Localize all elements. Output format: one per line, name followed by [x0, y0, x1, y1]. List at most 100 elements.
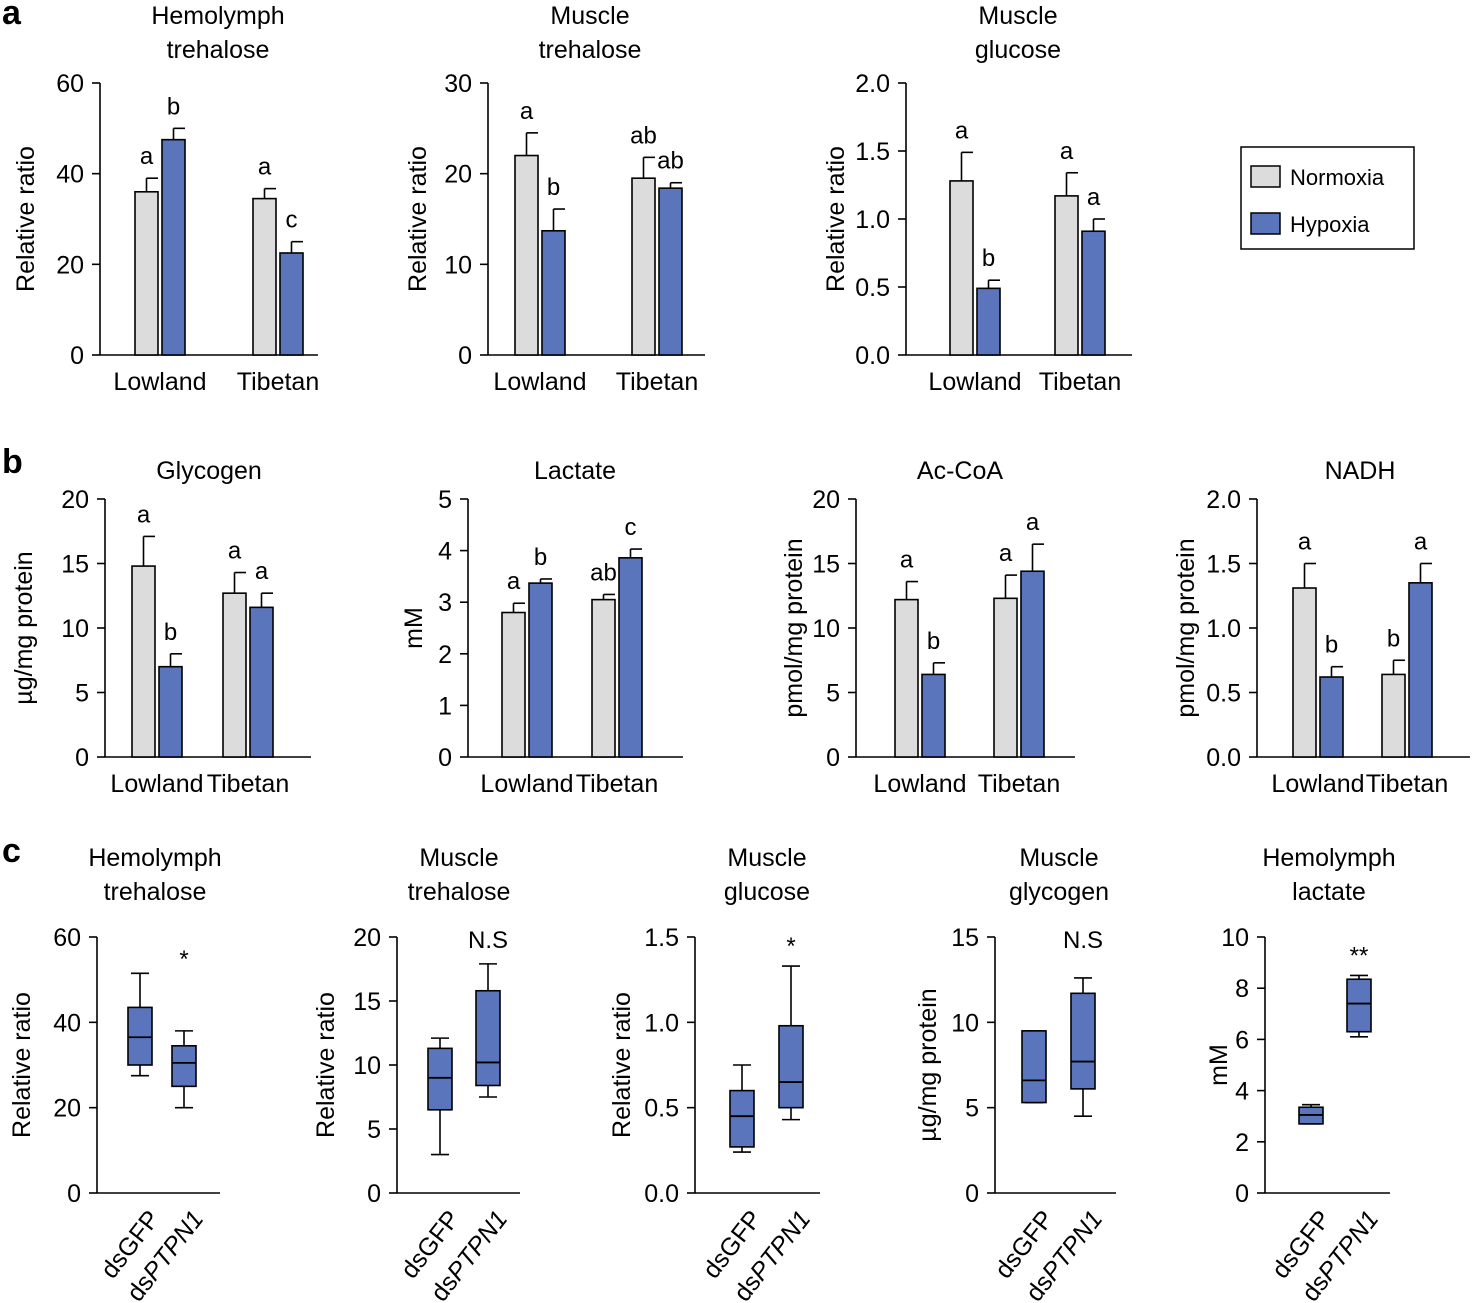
chart-title-line: Hemolymph	[151, 2, 284, 30]
y-tick-label: 1.0	[644, 1009, 679, 1037]
y-tick-label: 40	[53, 1009, 81, 1037]
box-dsptpn1	[778, 1024, 804, 1109]
x-category-label: Lowland	[928, 368, 1021, 396]
bar-hypoxia-tibetan	[1081, 230, 1106, 356]
y-tick-label: 8	[1235, 975, 1249, 1003]
bar-hypoxia-tibetan	[249, 606, 274, 758]
y-tick-label: 2	[438, 641, 452, 669]
y-tick-label: 0.5	[1206, 680, 1241, 708]
significance-letter: a	[900, 547, 914, 574]
significance-letter: c	[625, 514, 637, 541]
bar-hypoxia-lowland	[976, 287, 1001, 356]
y-tick-label: 15	[61, 551, 89, 579]
y-axis-label: Relative ratio	[8, 992, 36, 1138]
y-tick-label: 0	[826, 744, 840, 772]
significance-marker: N.S	[1063, 927, 1103, 954]
bar-normoxia-lowland	[949, 180, 974, 356]
significance-letter: a	[140, 143, 154, 170]
y-tick-label: 30	[444, 70, 472, 98]
y-axis-label: pmol/mg protein	[780, 538, 808, 717]
significance-letter: ab	[590, 559, 617, 586]
bar-hypoxia-tibetan	[618, 557, 643, 758]
legend: Normoxia Hypoxia	[1240, 146, 1415, 250]
y-tick-label: 0.0	[1206, 744, 1241, 772]
chart-title-line: trehalose	[167, 36, 270, 64]
chart-title-line: trehalose	[408, 878, 511, 906]
y-axis-label: mM	[1205, 1044, 1233, 1086]
chart-title-line: Hemolymph	[1262, 844, 1395, 872]
y-tick-label: 2.0	[1206, 486, 1241, 514]
chart-c1: Hemolymph trehalose 0 20 40 60 Relative ratio *…	[8, 844, 222, 1303]
y-tick-label: 1.0	[855, 206, 890, 234]
bar-hypoxia-lowland	[161, 138, 186, 356]
y-tick-label: 1.0	[1206, 615, 1241, 643]
x-category-label: Tibetan	[616, 368, 698, 396]
bar-normoxia-lowland	[134, 191, 159, 356]
chart-title-line: Muscle	[1019, 844, 1098, 872]
chart-title-line: trehalose	[539, 36, 642, 64]
significance-letter: b	[534, 544, 547, 571]
significance-letter: b	[164, 619, 177, 646]
y-tick-label: 0.5	[644, 1095, 679, 1123]
panel-label-a: a	[2, 0, 22, 32]
significance-letter: b	[927, 628, 940, 655]
y-tick-label: 4	[1235, 1078, 1249, 1106]
y-tick-label: 0	[67, 1180, 81, 1208]
y-tick-label: 10	[444, 251, 472, 279]
y-tick-label: 0	[75, 744, 89, 772]
y-tick-label: 20	[353, 924, 381, 952]
y-axis-label: Relative ratio	[404, 146, 432, 292]
chart-a3: Muscle glucose 0.0 0.5 1.0 1.5 2.0 Relative rat…	[822, 2, 1132, 396]
y-tick-label: 0	[965, 1180, 979, 1208]
panel-label-b: b	[2, 443, 23, 481]
significance-marker: *	[786, 933, 795, 960]
x-category-label: Tibetan	[978, 770, 1060, 798]
legend-label-hypoxia: Hypoxia	[1290, 212, 1370, 237]
legend-label-normoxia: Normoxia	[1290, 165, 1385, 190]
y-tick-label: 5	[826, 680, 840, 708]
y-tick-label: 1.5	[855, 138, 890, 166]
x-category-label: Lowland	[480, 770, 573, 798]
chart-title-line: Lactate	[534, 457, 616, 485]
x-category-label: Tibetan	[207, 770, 289, 798]
y-tick-label: 40	[56, 161, 84, 189]
y-tick-label: 60	[53, 924, 81, 952]
x-category-label: Lowland	[493, 368, 586, 396]
significance-letter: a	[228, 538, 242, 565]
bar-normoxia-lowland	[1292, 587, 1317, 758]
bar-hypoxia-tibetan	[658, 187, 683, 356]
y-tick-label: 0	[458, 342, 472, 370]
bar-normoxia-lowland	[894, 598, 919, 758]
y-tick-label: 1.5	[644, 924, 679, 952]
y-tick-label: 10	[353, 1052, 381, 1080]
y-tick-label: 2.0	[855, 70, 890, 98]
bar-hypoxia-lowland	[158, 665, 183, 758]
y-tick-label: 1.5	[1206, 551, 1241, 579]
y-tick-label: 20	[56, 251, 84, 279]
y-axis-label: µg/mg protein	[10, 551, 38, 704]
y-tick-label: 20	[812, 486, 840, 514]
y-tick-label: 10	[812, 615, 840, 643]
bar-hypoxia-tibetan	[1408, 582, 1433, 758]
box-dsptpn1	[171, 1045, 197, 1088]
y-tick-label: 4	[438, 538, 452, 566]
significance-letter: a	[1414, 529, 1428, 556]
y-tick-label: 6	[1235, 1026, 1249, 1054]
bar-normoxia-tibetan	[1381, 673, 1406, 758]
significance-letter: b	[167, 93, 180, 120]
significance-letter: a	[1298, 529, 1312, 556]
y-tick-label: 10	[951, 1009, 979, 1037]
chart-title-line: Glycogen	[156, 457, 262, 485]
chart-title-line: lactate	[1292, 878, 1366, 906]
y-tick-label: 15	[812, 551, 840, 579]
y-tick-label: 20	[444, 161, 472, 189]
y-axis-label: pmol/mg protein	[1172, 538, 1200, 717]
significance-letter: b	[1325, 632, 1338, 659]
bar-normoxia-lowland	[131, 565, 156, 758]
bar-hypoxia-lowland	[528, 582, 553, 758]
y-tick-label: 15	[951, 924, 979, 952]
y-tick-label: 20	[53, 1095, 81, 1123]
y-tick-label: 1	[438, 692, 452, 720]
